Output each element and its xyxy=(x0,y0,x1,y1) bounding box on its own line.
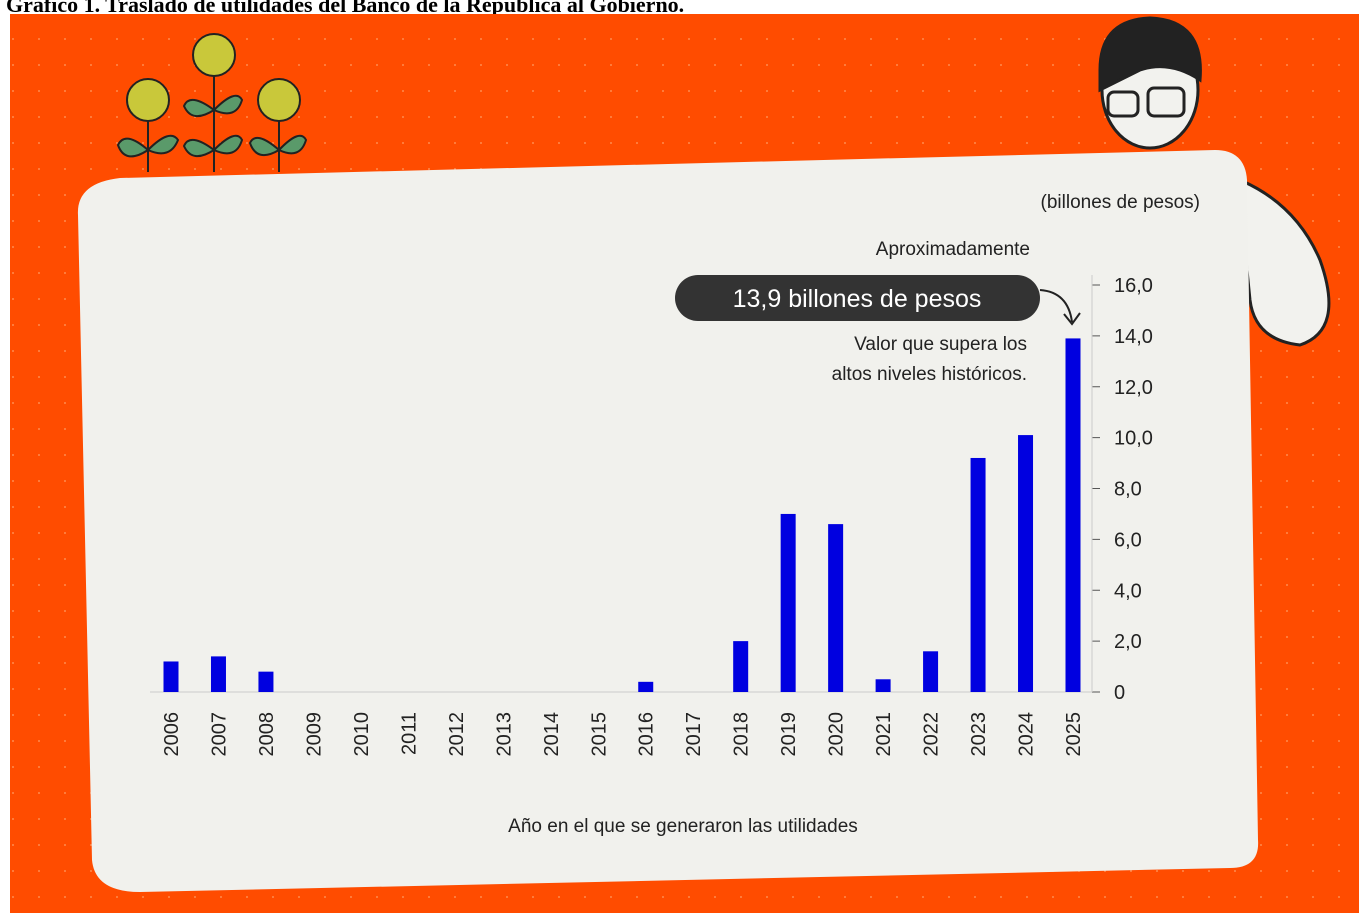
y-tick-label: 12,0 xyxy=(1114,377,1153,399)
annotation: altos niveles históricos. xyxy=(832,364,1027,385)
y-tick-label: 2,0 xyxy=(1114,631,1142,653)
bar xyxy=(210,656,226,692)
y-tick-label: 10,0 xyxy=(1114,428,1153,450)
x-tick-label: 2006 xyxy=(161,712,183,757)
annotation: Aproximadamente xyxy=(876,239,1030,260)
y-tick-label: 16,0 xyxy=(1114,275,1153,297)
x-tick-label: 2011 xyxy=(398,712,420,755)
bar xyxy=(970,457,986,692)
x-tick-label: 2008 xyxy=(256,712,278,757)
bar xyxy=(1018,435,1034,692)
x-tick-label: 2013 xyxy=(493,712,515,757)
x-tick-label: 2021 xyxy=(873,712,895,757)
character-decoration xyxy=(1098,16,1331,347)
annotation-arrow xyxy=(1039,289,1081,326)
y-tick-label: 0 xyxy=(1114,682,1125,704)
annotation: 13,9 billones de pesos xyxy=(733,285,982,313)
card xyxy=(77,150,1259,892)
annotation: Valor que supera los xyxy=(854,334,1027,355)
x-tick-label: 2010 xyxy=(351,712,373,757)
annotation-badge xyxy=(675,275,1040,321)
x-tick-label: 2012 xyxy=(446,712,468,757)
bar xyxy=(875,679,891,692)
x-tick-label: 2023 xyxy=(968,712,990,757)
x-tick-label: 2009 xyxy=(303,712,325,757)
plants-decoration xyxy=(116,33,308,172)
x-tick-label: 2015 xyxy=(588,712,610,757)
x-tick-label: 2017 xyxy=(683,712,705,757)
x-axis-label: Año en el que se generaron las utilidade… xyxy=(508,816,858,837)
bar xyxy=(163,661,179,692)
x-tick-label: 2019 xyxy=(778,712,800,757)
bar xyxy=(258,671,274,692)
y-tick-label: 4,0 xyxy=(1114,580,1142,602)
bar xyxy=(780,513,796,692)
bar xyxy=(923,651,939,692)
bar xyxy=(638,681,654,692)
y-tick-label: 8,0 xyxy=(1114,479,1142,501)
y-tick-label: 14,0 xyxy=(1114,326,1153,348)
x-tick-label: 2024 xyxy=(1016,712,1038,757)
y-axis-label: (billones de pesos) xyxy=(1041,192,1200,213)
bar xyxy=(828,524,844,692)
bar xyxy=(733,641,749,692)
x-tick-label: 2007 xyxy=(208,712,230,757)
x-tick-label: 2022 xyxy=(921,712,943,757)
chart-title: Gráfico 1. Traslado de utilidades del Ba… xyxy=(6,0,684,17)
x-tick-label: 2025 xyxy=(1063,712,1085,757)
bar xyxy=(1065,338,1081,692)
x-tick-label: 2018 xyxy=(731,712,753,757)
x-tick-label: 2014 xyxy=(541,712,563,757)
x-tick-label: 2020 xyxy=(826,712,848,757)
x-tick-label: 2016 xyxy=(636,712,658,757)
y-tick-label: 6,0 xyxy=(1114,529,1142,551)
